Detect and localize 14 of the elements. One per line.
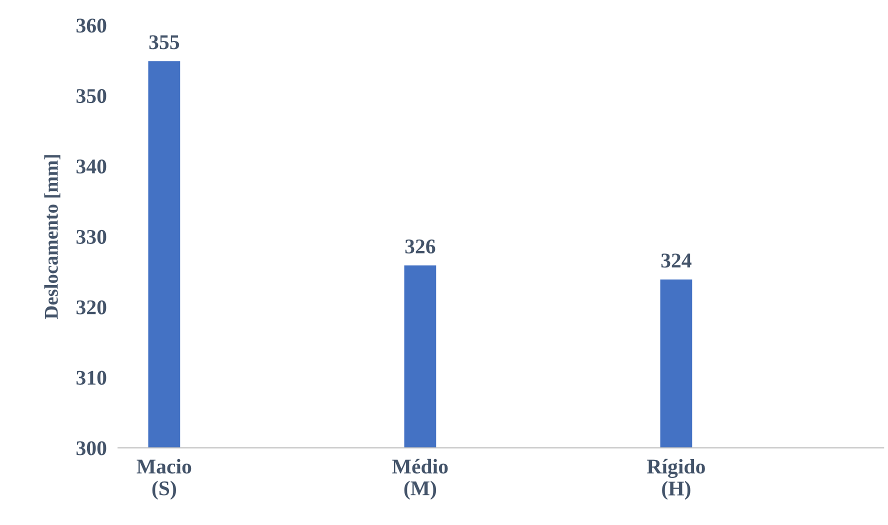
y-tick-label: 300: [76, 441, 106, 456]
y-axis-title: Deslocamento [mm]: [44, 155, 60, 320]
y-tick-label: 320: [76, 300, 106, 314]
data-label: 324: [661, 254, 692, 268]
y-tick-label: 350: [76, 89, 106, 104]
x-tick-label: Médio (M): [392, 458, 448, 500]
data-label: 355: [149, 35, 180, 50]
x-tick-label: Rígido (H): [647, 458, 705, 500]
y-tick-label: 310: [76, 370, 106, 385]
y-tick-label: 360: [76, 18, 106, 33]
x-tick-label: Macio (S): [136, 458, 192, 500]
data-label: 326: [405, 240, 436, 254]
y-tick-label: 330: [76, 230, 106, 244]
y-tick-label: 340: [76, 159, 106, 174]
